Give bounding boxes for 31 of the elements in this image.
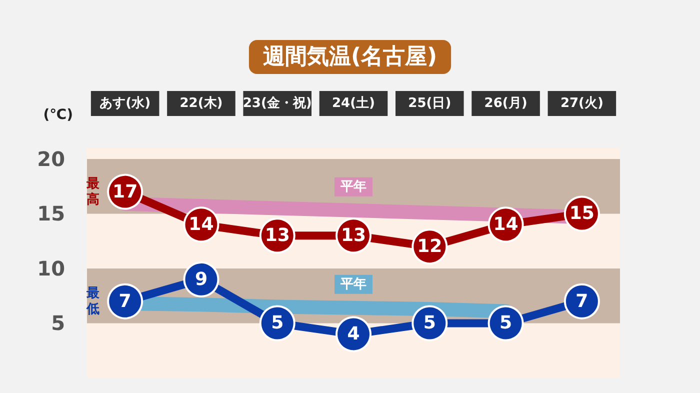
y-tick-label: 5 [51, 311, 65, 336]
data-label: 7 [118, 290, 132, 312]
y-tick-label: 20 [37, 146, 65, 171]
data-label: 5 [423, 312, 436, 334]
data-label: 14 [493, 214, 518, 236]
x-tick-label: 23(金・祝) [242, 95, 312, 111]
x-tick-label: あす(水) [100, 96, 151, 111]
series-label: 最高 [86, 176, 100, 208]
series-label: 最低 [86, 286, 100, 317]
y-tick-label: 10 [37, 256, 65, 280]
data-label: 12 [417, 236, 442, 258]
data-label: 15 [569, 203, 594, 224]
x-tick-label: 25(日) [408, 96, 452, 111]
data-label: 13 [340, 225, 366, 246]
series-label: 平年 [340, 276, 366, 292]
data-label: 13 [264, 225, 290, 246]
x-tick-label: 24(土) [332, 96, 375, 111]
x-tick-label: 26(月) [484, 96, 528, 111]
y-tick-label: 15 [37, 202, 65, 226]
data-label: 7 [576, 290, 588, 312]
data-label: 5 [500, 312, 512, 334]
y-axis-title: (℃) [43, 107, 73, 123]
x-tick-label: 22(木) [180, 96, 223, 111]
series-label: 平年 [340, 179, 366, 194]
data-label: 17 [112, 181, 138, 202]
data-label: 9 [194, 268, 208, 290]
data-label: 4 [347, 324, 360, 345]
x-tick-label: 27(火) [560, 96, 604, 111]
data-label: 5 [271, 312, 284, 334]
chart-title: 週間気温(名古屋) [262, 44, 438, 70]
data-label: 14 [188, 214, 214, 236]
